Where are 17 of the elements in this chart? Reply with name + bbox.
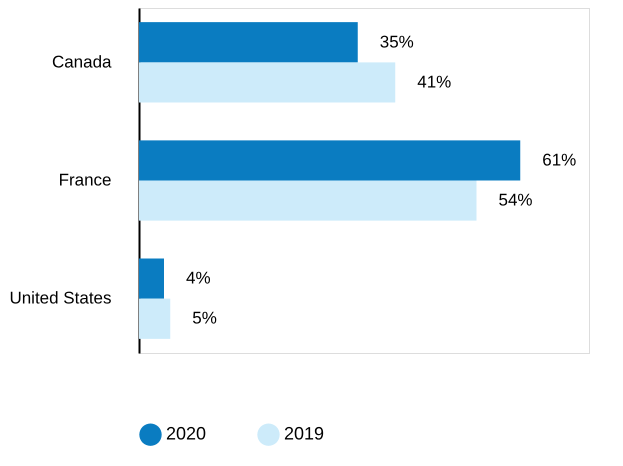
legend-label: 2019	[284, 424, 324, 444]
y-tick-label: Canada	[52, 52, 112, 72]
data-label: 41%	[417, 72, 452, 92]
legend-label: 2020	[166, 424, 206, 444]
bar	[139, 62, 396, 103]
y-tick-label: France	[58, 170, 112, 190]
y-tick-label: United States	[9, 288, 112, 308]
bar	[139, 140, 520, 180]
data-label: 54%	[498, 190, 533, 210]
data-label: 5%	[192, 308, 217, 328]
bar	[139, 298, 170, 339]
data-label: 35%	[380, 32, 414, 52]
data-label: 4%	[186, 268, 211, 288]
data-label: 61%	[542, 150, 576, 170]
bar	[139, 22, 358, 62]
bar	[139, 258, 164, 299]
bar	[139, 180, 476, 221]
